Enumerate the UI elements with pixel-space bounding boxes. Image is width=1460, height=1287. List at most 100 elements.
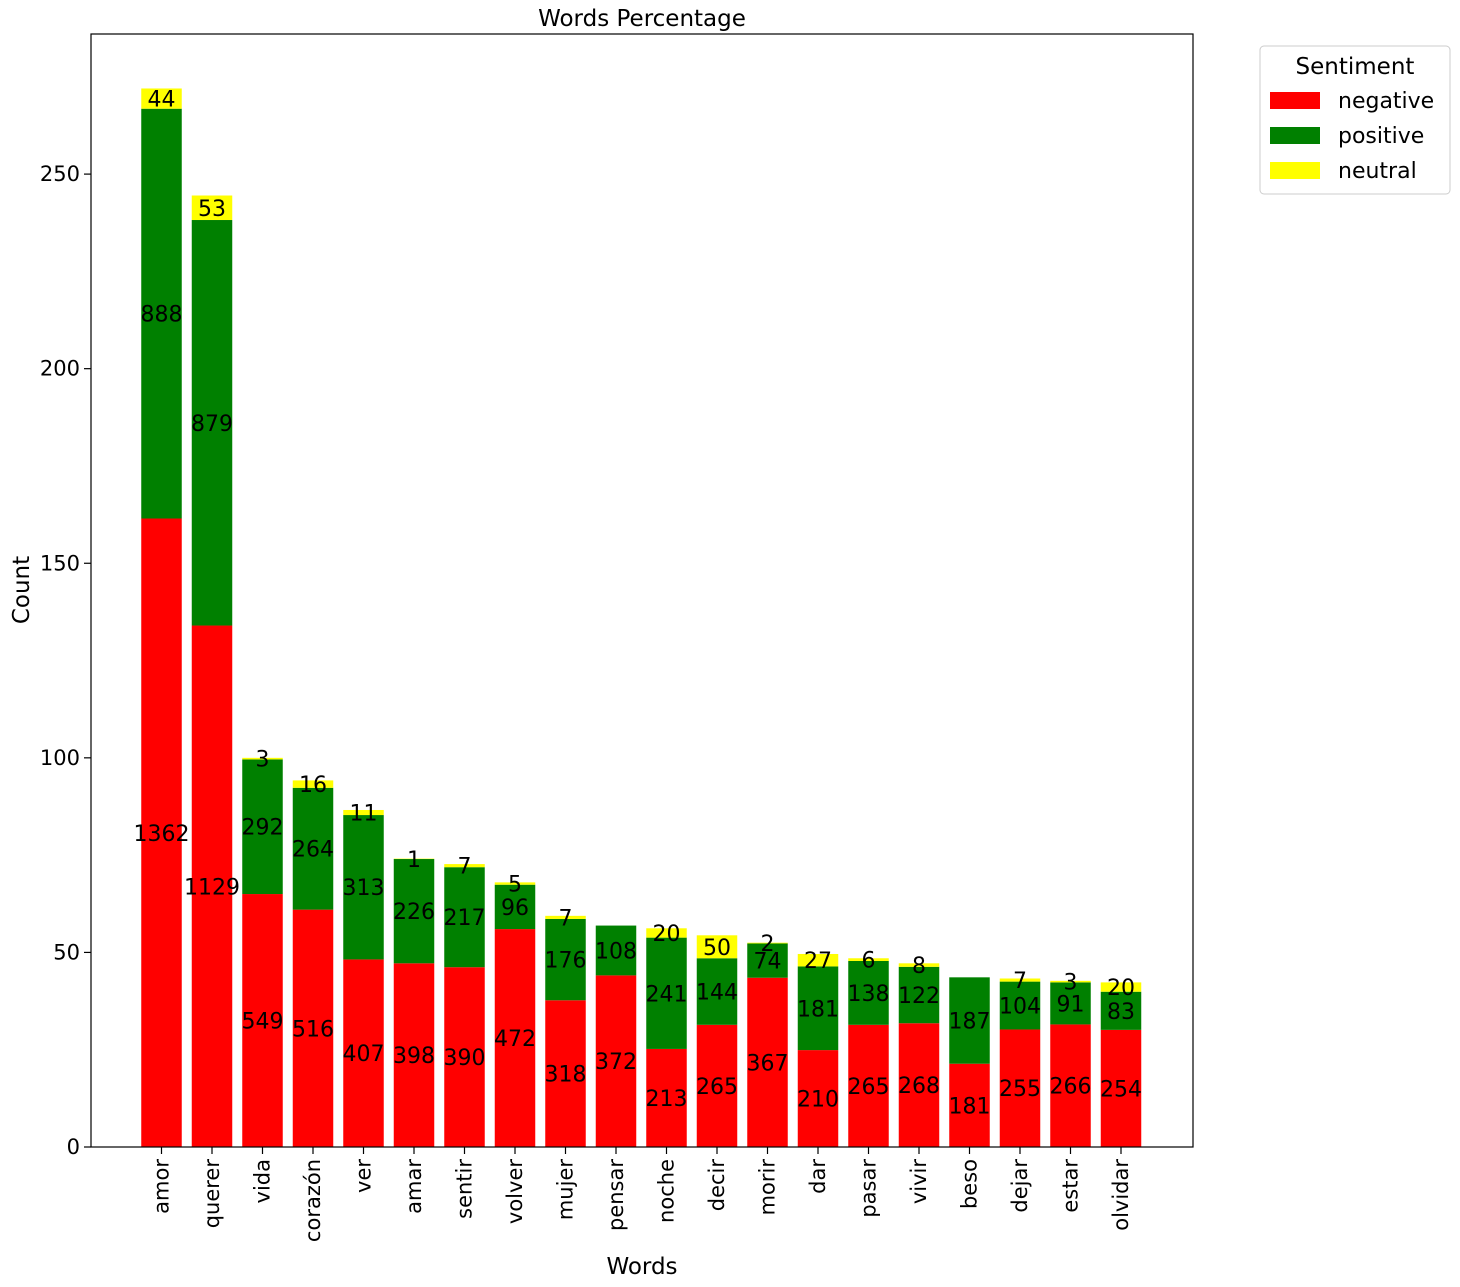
- bar-neutral-noche: [646, 928, 687, 938]
- bar-positive-mujer: [545, 918, 586, 1001]
- legend-label-neutral: neutral: [1338, 159, 1417, 184]
- data-label-negative-ver: 407: [343, 1042, 385, 1067]
- data-label-positive-dar: 181: [797, 997, 839, 1022]
- bar-positive-amar: [393, 859, 435, 964]
- data-label-negative-vida: 549: [242, 1010, 284, 1035]
- data-label-negative-olvidar: 254: [1100, 1077, 1142, 1102]
- bar-negative-pasar: [848, 1024, 889, 1147]
- data-label-neutral-vida: 3: [256, 748, 270, 773]
- bar-neutral-vivir: [898, 963, 940, 967]
- x-tick-label-morir: morir: [756, 1159, 780, 1216]
- data-label-positive-vida: 292: [242, 816, 284, 841]
- chart-title: Words Percentage: [538, 6, 746, 32]
- bar-negative-vida: [242, 894, 283, 1147]
- bar-neutral-volver: [494, 882, 536, 885]
- x-tick-label-vida: vida: [251, 1159, 275, 1203]
- x-tick-label-mujer: mujer: [554, 1159, 578, 1221]
- bar-positive-vivir: [898, 966, 940, 1024]
- bar-positive-morir: [747, 943, 788, 978]
- x-axis: amor querer vida corazón ver amar sentir volver…: [150, 1147, 1133, 1242]
- data-label-positive-ver: 313: [343, 876, 385, 901]
- data-label-neutral-estar: 3: [1064, 971, 1078, 996]
- bar-negative-vivir: [898, 1023, 940, 1147]
- bar-negative-mujer: [545, 1000, 586, 1147]
- x-tick-label-noche: noche: [655, 1159, 679, 1223]
- data-label-positive-volver: 96: [501, 896, 529, 921]
- x-tick-label-olvidar: olvidar: [1109, 1159, 1133, 1231]
- x-tick-label-amor: amor: [150, 1159, 174, 1214]
- data-label-neutral-noche: 20: [653, 922, 681, 947]
- data-label-negative-pasar: 265: [848, 1075, 890, 1100]
- y-axis: 0 50 100 150 200 250: [40, 162, 91, 1159]
- data-label-positive-amor: 888: [141, 303, 183, 328]
- bar-neutral-dejar: [999, 978, 1041, 982]
- bar-positive-decir: [696, 958, 738, 1025]
- bar-positive-pasar: [848, 960, 889, 1025]
- data-label-positive-beso: 187: [949, 1010, 991, 1035]
- legend-swatch-positive: [1270, 127, 1320, 144]
- data-label-neutral-dar: 27: [804, 949, 832, 974]
- x-tick-label-corazón: corazón: [301, 1159, 325, 1242]
- legend-frame: [1259, 45, 1451, 195]
- bar-negative-estar: [1050, 1024, 1091, 1147]
- bar-neutral-amor: [141, 88, 182, 109]
- bar-neutral-mujer: [545, 915, 586, 919]
- bar-negative-noche: [646, 1048, 687, 1147]
- y-tick-label: 0: [67, 1135, 80, 1159]
- data-label-positive-pensar: 108: [595, 939, 637, 964]
- data-label-neutral-sentir: 7: [458, 855, 472, 880]
- data-label-negative-amor: 1362: [134, 822, 190, 847]
- data-label-neutral-corazón: 16: [299, 773, 327, 798]
- data-label-negative-decir: 265: [696, 1075, 738, 1100]
- bar-negative-amor: [141, 518, 182, 1147]
- x-tick-label-beso: beso: [958, 1159, 982, 1209]
- legend-label-positive: positive: [1338, 124, 1424, 149]
- data-label-neutral-querer: 53: [198, 197, 226, 222]
- data-label-positive-estar: 91: [1057, 992, 1085, 1017]
- y-tick-label: 250: [40, 162, 80, 186]
- bar-positive-querer: [191, 220, 233, 626]
- data-label-neutral-olvidar: 20: [1107, 976, 1135, 1001]
- data-label-neutral-pasar: 6: [862, 949, 876, 974]
- bar-negative-morir: [747, 977, 788, 1147]
- data-label-negative-querer: 1129: [184, 875, 240, 900]
- data-label-positive-querer: 879: [191, 412, 233, 437]
- bar-negative-amar: [393, 963, 435, 1147]
- y-tick-label: 200: [40, 357, 80, 381]
- data-label-neutral-amar: 1: [407, 848, 421, 873]
- data-label-negative-mujer: 318: [545, 1063, 587, 1088]
- data-label-positive-sentir: 217: [444, 906, 486, 931]
- bar-positive-olvidar: [1100, 991, 1142, 1030]
- data-label-positive-morir: 74: [754, 950, 782, 975]
- bar-group: [141, 88, 1142, 1147]
- legend-swatch-neutral: [1270, 162, 1320, 179]
- x-axis-label: Words: [606, 1254, 677, 1280]
- bar-neutral-querer: [191, 195, 233, 221]
- bar-negative-olvidar: [1100, 1029, 1142, 1147]
- data-label-negative-vivir: 268: [898, 1074, 940, 1099]
- x-tick-label-dejar: dejar: [1008, 1159, 1032, 1213]
- y-axis-label: Count: [9, 556, 35, 624]
- bar-neutral-estar: [1050, 980, 1091, 983]
- data-label-positive-pasar: 138: [848, 982, 890, 1007]
- x-tick-label-estar: estar: [1059, 1159, 1083, 1213]
- plot-frame: [90, 33, 1194, 1148]
- bar-negative-beso: [949, 1063, 990, 1147]
- data-label-negative-volver: 472: [494, 1027, 536, 1052]
- x-tick-label-pensar: pensar: [604, 1159, 628, 1231]
- bar-negative-volver: [494, 929, 536, 1147]
- bar-positive-dejar: [999, 981, 1041, 1030]
- data-label-neutral-ver: 11: [350, 802, 378, 827]
- legend: Sentiment negative positive neutral: [1259, 45, 1451, 195]
- data-label-neutral-morir: 2: [761, 932, 775, 957]
- data-label-positive-mujer: 176: [545, 949, 587, 974]
- data-label-positive-amar: 226: [393, 900, 435, 925]
- bar-neutral-vida: [242, 757, 283, 760]
- segment-label-group: 1362888441129879535492923516264164073131…: [134, 88, 1143, 1120]
- bar-positive-amor: [141, 108, 182, 519]
- data-label-neutral-mujer: 7: [559, 906, 573, 931]
- bar-positive-dar: [797, 966, 839, 1051]
- bar-positive-estar: [1050, 982, 1091, 1025]
- x-tick-label-sentir: sentir: [453, 1159, 477, 1219]
